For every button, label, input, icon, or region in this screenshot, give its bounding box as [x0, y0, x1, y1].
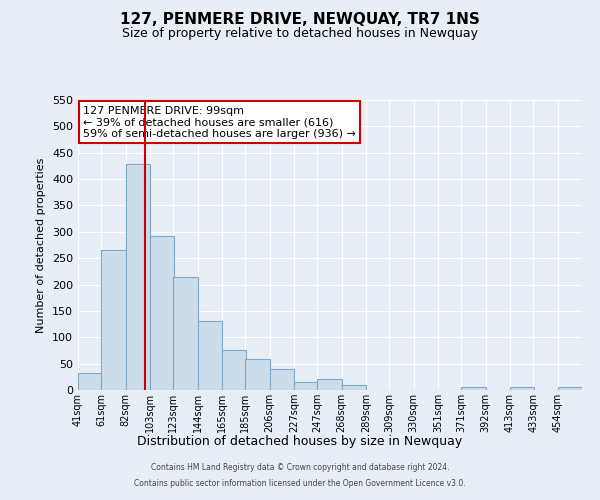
Text: 127 PENMERE DRIVE: 99sqm
← 39% of detached houses are smaller (616)
59% of semi-: 127 PENMERE DRIVE: 99sqm ← 39% of detach… — [83, 106, 356, 139]
Bar — [557, 388, 582, 390]
Bar — [78, 373, 103, 390]
Text: Contains HM Land Registry data © Crown copyright and database right 2024.: Contains HM Land Registry data © Crown c… — [151, 464, 449, 472]
Bar — [294, 382, 319, 390]
Bar — [269, 369, 294, 390]
Bar — [461, 388, 485, 390]
Bar — [510, 388, 535, 390]
Text: 127, PENMERE DRIVE, NEWQUAY, TR7 1NS: 127, PENMERE DRIVE, NEWQUAY, TR7 1NS — [120, 12, 480, 28]
Bar — [125, 164, 150, 390]
Bar — [245, 359, 269, 390]
Bar — [317, 379, 341, 390]
Bar — [197, 322, 222, 390]
Bar — [101, 250, 125, 390]
Text: Distribution of detached houses by size in Newquay: Distribution of detached houses by size … — [137, 435, 463, 448]
Bar — [222, 350, 247, 390]
Y-axis label: Number of detached properties: Number of detached properties — [37, 158, 46, 332]
Text: Contains public sector information licensed under the Open Government Licence v3: Contains public sector information licen… — [134, 478, 466, 488]
Text: Size of property relative to detached houses in Newquay: Size of property relative to detached ho… — [122, 28, 478, 40]
Bar — [341, 384, 366, 390]
Bar — [173, 276, 197, 390]
Bar — [150, 236, 175, 390]
